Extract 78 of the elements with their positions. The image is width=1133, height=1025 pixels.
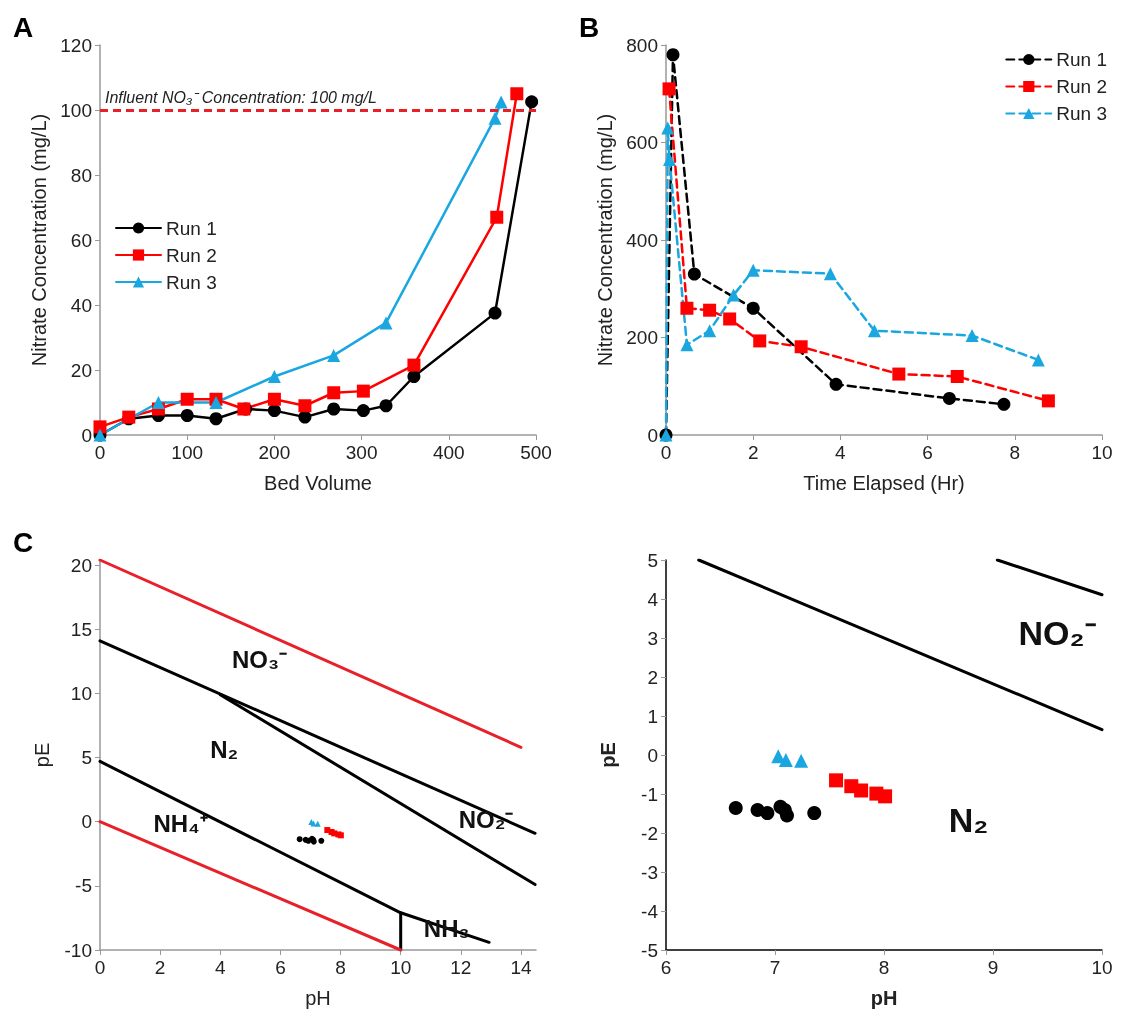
x-tick-label: 10 bbox=[390, 957, 412, 978]
annotation: NO₂⁻ bbox=[1018, 614, 1096, 653]
x-axis-title: pH bbox=[870, 987, 898, 1009]
x-tick-label: 14 bbox=[510, 957, 532, 978]
y-tick-label: 600 bbox=[626, 132, 658, 153]
x-tick-label: 4 bbox=[835, 442, 847, 463]
x-tick-label: 7 bbox=[769, 957, 781, 978]
x-tick-label: 500 bbox=[520, 442, 552, 463]
x-tick-label: 9 bbox=[987, 957, 999, 978]
y-tick-label: -10 bbox=[64, 939, 92, 961]
y-tick-label: 20 bbox=[70, 359, 92, 381]
x-tick-label: 12 bbox=[450, 957, 472, 978]
y-axis-title: pE bbox=[597, 742, 619, 768]
x-tick-label: 100 bbox=[171, 442, 204, 463]
x-tick-label: 2 bbox=[154, 957, 166, 978]
legend-label: Run 3 bbox=[1056, 103, 1107, 124]
y-tick-label: 2 bbox=[647, 666, 658, 688]
x-tick-label: 8 bbox=[335, 957, 346, 978]
x-tick-label: 10 bbox=[1091, 957, 1113, 978]
y-tick-label: 0 bbox=[81, 811, 92, 833]
annotation: N₂ bbox=[210, 735, 239, 763]
ref-line-label: Influent NO₃⁻ Concentration: 100 mg/L bbox=[105, 88, 377, 106]
y-tick-label: -5 bbox=[641, 939, 658, 961]
x-tick-label: 6 bbox=[275, 957, 286, 978]
annotation: NH₄⁺ bbox=[153, 809, 208, 837]
y-tick-label: 0 bbox=[81, 424, 92, 446]
y-tick-label: 400 bbox=[626, 229, 658, 251]
y-tick-label: 800 bbox=[626, 34, 658, 56]
y-axis-title: Nitrate Concentration (mg/L) bbox=[594, 113, 617, 367]
y-tick-label: -3 bbox=[641, 861, 658, 883]
x-tick-label: 0 bbox=[94, 442, 106, 463]
y-tick-label: 100 bbox=[60, 99, 92, 121]
y-tick-label: -5 bbox=[75, 875, 92, 897]
x-tick-label: 300 bbox=[345, 442, 378, 463]
y-tick-label: -4 bbox=[641, 900, 659, 922]
x-tick-label: 6 bbox=[922, 442, 933, 463]
y-tick-label: 4 bbox=[647, 588, 659, 610]
y-tick-label: 0 bbox=[647, 744, 658, 766]
x-axis-title: Time Elapsed (Hr) bbox=[803, 472, 965, 494]
y-tick-label: 60 bbox=[70, 229, 92, 251]
x-tick-label: 200 bbox=[258, 442, 291, 463]
y-axis-title: Nitrate Concentration (mg/L) bbox=[28, 113, 51, 367]
y-tick-label: 80 bbox=[70, 164, 92, 186]
y-tick-label: 0 bbox=[647, 424, 658, 446]
y-tick-label: 1 bbox=[647, 705, 658, 727]
chart-title: A bbox=[13, 11, 34, 43]
legend-label: Run 2 bbox=[1056, 76, 1107, 97]
x-tick-label: 10 bbox=[1091, 442, 1113, 463]
x-tick-label: 8 bbox=[878, 957, 890, 978]
annotation: NO₃⁻ bbox=[231, 645, 288, 673]
chart-title: C bbox=[13, 526, 34, 558]
x-tick-label: 400 bbox=[432, 442, 465, 463]
x-axis-title: Bed Volume bbox=[264, 472, 372, 494]
y-tick-label: 5 bbox=[647, 549, 658, 571]
y-tick-label: 20 bbox=[70, 554, 92, 576]
y-tick-label: -1 bbox=[641, 783, 658, 805]
y-axis-title: pE bbox=[31, 742, 53, 768]
y-tick-label: 5 bbox=[81, 747, 92, 769]
x-tick-label: 4 bbox=[214, 957, 226, 978]
y-tick-label: 40 bbox=[70, 294, 92, 316]
y-tick-label: 3 bbox=[647, 627, 658, 649]
x-tick-label: 0 bbox=[660, 442, 672, 463]
y-tick-label: 200 bbox=[626, 327, 658, 348]
x-tick-label: 8 bbox=[1009, 442, 1021, 463]
y-tick-label: 15 bbox=[70, 618, 92, 640]
y-tick-label: 120 bbox=[60, 34, 92, 56]
y-tick-label: 10 bbox=[70, 682, 92, 704]
x-axis-title: pH bbox=[305, 987, 331, 1009]
legend-label: Run 2 bbox=[166, 244, 217, 266]
x-tick-label: 6 bbox=[660, 957, 672, 978]
legend-label: Run 3 bbox=[166, 271, 217, 293]
x-tick-label: 2 bbox=[747, 442, 759, 463]
annotation: N₂ bbox=[948, 801, 989, 840]
legend-label: Run 1 bbox=[166, 217, 217, 239]
chart-title: B bbox=[579, 11, 600, 43]
x-tick-label: 0 bbox=[94, 957, 106, 978]
legend-label: Run 1 bbox=[1056, 49, 1107, 70]
y-tick-label: -2 bbox=[641, 822, 658, 844]
